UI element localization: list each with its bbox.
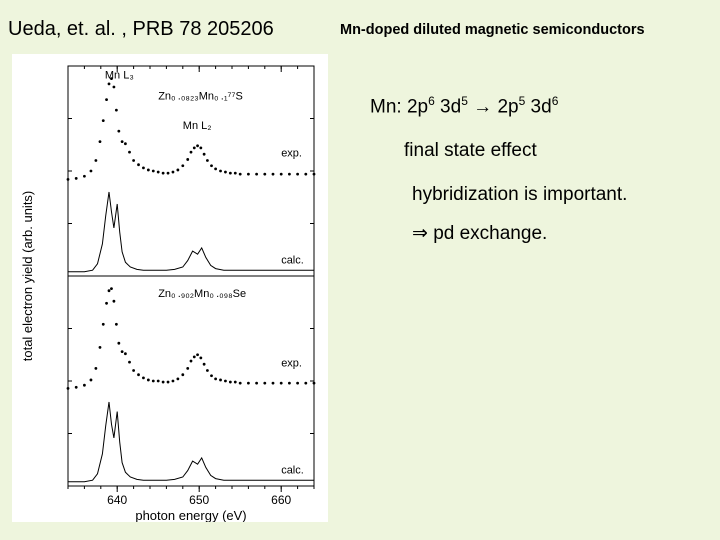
svg-text:calc.: calc.	[281, 254, 304, 266]
svg-text:total electron yield (arb. uni: total electron yield (arb. units)	[20, 191, 35, 362]
hybridization-text: hybridization is important.	[412, 184, 627, 206]
svg-text:650: 650	[189, 493, 209, 507]
pd-exchange-text: ⇒ pd exchange.	[412, 222, 547, 245]
svg-text:660: 660	[271, 493, 291, 507]
transition-line: Mn: 2p6 3d5 → 2p5 3d6	[370, 94, 558, 118]
slide-title: Mn-doped diluted magnetic semiconductors	[340, 22, 645, 38]
svg-text:calc.: calc.	[281, 464, 304, 476]
xas-figure: 640 650 660 photon energy (eV) total electro…	[12, 54, 328, 522]
final-state-text: final state effect	[404, 140, 537, 162]
svg-text:exp.: exp.	[281, 147, 302, 159]
xas-chart-svg: 640 650 660 photon energy (eV) total electro…	[12, 54, 328, 522]
svg-text:photon energy (eV): photon energy (eV)	[135, 508, 246, 522]
svg-text:640: 640	[107, 493, 127, 507]
svg-text:Mn L₂: Mn L₂	[183, 120, 212, 132]
svg-text:Mn L₃: Mn L₃	[105, 70, 134, 82]
svg-text:Zn₀ .₉₀₂Mn₀ .₀₉₈Se: Zn₀ .₉₀₂Mn₀ .₀₉₈Se	[158, 288, 246, 300]
svg-text:exp.: exp.	[281, 357, 302, 369]
svg-text:Zn₀ .₀₈₂₃Mn₀ .₁⁷⁷S: Zn₀ .₀₈₂₃Mn₀ .₁⁷⁷S	[158, 91, 243, 103]
citation: Ueda, et. al. , PRB 78 205206	[8, 18, 274, 41]
